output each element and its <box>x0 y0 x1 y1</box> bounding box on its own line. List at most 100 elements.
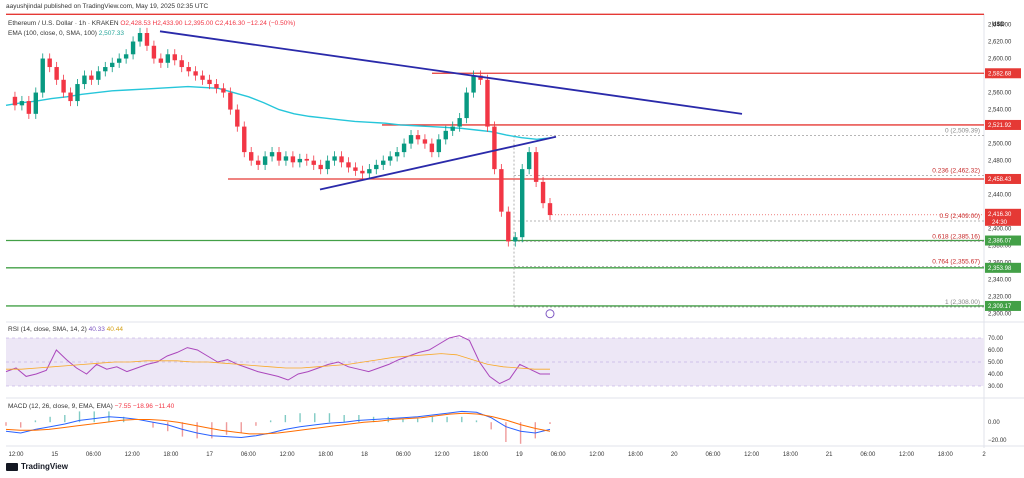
candle-bearish <box>193 71 198 76</box>
y-tick-label: 2,640.00 <box>988 23 1012 29</box>
x-tick-label: 18:00 <box>783 452 799 458</box>
fib-label: 1 (2,308.00) <box>945 299 980 306</box>
publisher-line: aayushjindal published on TradingView.co… <box>6 3 209 10</box>
candle-bearish <box>533 152 539 182</box>
candle-bullish <box>82 75 87 85</box>
y-tick-label: 2,320.00 <box>988 295 1012 301</box>
candle-bullish <box>401 143 407 153</box>
support-price-label: 2,353.98 <box>988 266 1012 272</box>
x-tick-label: 06:00 <box>705 452 721 458</box>
candle-bearish <box>429 143 435 153</box>
candle-bearish <box>158 58 164 63</box>
candle-bullish <box>471 75 476 93</box>
support-price-label: 2,309.17 <box>988 304 1012 310</box>
candle-bullish <box>464 92 469 119</box>
resistance-price-tag <box>985 68 1021 79</box>
candle-bearish <box>186 67 191 72</box>
candle-bearish <box>318 164 323 170</box>
candle-bullish <box>374 164 379 170</box>
currency-label: USD <box>992 22 1005 28</box>
candle-bullish <box>137 33 143 42</box>
candle-bullish <box>450 126 455 131</box>
x-tick-label: 06:00 <box>551 452 567 458</box>
candle-bullish <box>75 84 80 102</box>
x-tick-label: 12:00 <box>434 452 450 458</box>
rsi-ma-value: 40.44 <box>106 326 123 333</box>
y-tick-label: 2,480.00 <box>988 159 1012 165</box>
candle-bullish <box>513 237 518 242</box>
candle-bullish <box>262 156 268 165</box>
candle-bearish <box>276 152 282 161</box>
x-tick-label: 18:00 <box>318 452 334 458</box>
candle-bullish <box>103 67 108 72</box>
ema-legend[interactable]: EMA (100, close, 0, SMA, 100) 2,507.33 <box>8 30 124 37</box>
tradingview-logo[interactable]: TradingView <box>6 462 68 471</box>
macd-line <box>5 410 551 439</box>
candle-bearish <box>499 169 504 212</box>
ema-label: EMA (100, close, 0, SMA, 100) <box>8 30 97 37</box>
candle-bearish <box>242 126 247 153</box>
current-price-tag <box>985 208 1021 226</box>
candle-bullish <box>110 62 115 68</box>
x-tick-label: 20 <box>671 452 678 458</box>
x-tick-label: 18:00 <box>163 452 179 458</box>
x-tick-label: 12:00 <box>280 452 296 458</box>
support-price-tag <box>985 235 1021 246</box>
candle-bullish <box>443 130 448 140</box>
candle-bullish <box>116 58 122 63</box>
descending-trendline <box>159 30 743 115</box>
candle-bullish <box>394 152 400 157</box>
x-tick-label: 21 <box>826 452 833 458</box>
candle-bullish <box>19 101 25 106</box>
countdown-label: 24:30 <box>992 220 1008 226</box>
support-price-tag <box>985 262 1021 273</box>
support-price-label: 2,386.07 <box>988 239 1012 245</box>
event-marker-icon <box>545 309 555 319</box>
candle-bearish <box>540 181 546 204</box>
candle-bullish <box>457 118 462 127</box>
y-tick-label: 2,300.00 <box>988 312 1012 318</box>
candle-bullish <box>130 41 136 55</box>
candle-bearish <box>144 33 150 46</box>
candle-bearish <box>304 158 309 161</box>
y-tick-label: 2,440.00 <box>988 193 1012 199</box>
rsi-tick-label: 40.00 <box>988 372 1004 378</box>
signal-line <box>5 412 551 435</box>
x-tick-label: 12:00 <box>8 452 24 458</box>
resistance-price-label: 2,458.43 <box>988 177 1012 183</box>
x-tick-label: 19 <box>516 452 523 458</box>
y-tick-label: 2,380.00 <box>988 244 1012 250</box>
candle-bearish <box>353 167 358 171</box>
candle-bearish <box>485 79 490 127</box>
candle-bearish <box>339 156 344 163</box>
x-tick-label: 12:00 <box>125 452 141 458</box>
rsi-ma-line <box>6 353 550 370</box>
macd-legend[interactable]: MACD (12, 26, close, 9, EMA, EMA) −7.55 … <box>8 403 174 410</box>
candle-bearish <box>255 160 261 165</box>
x-tick-label: 15 <box>51 452 58 458</box>
rsi-legend[interactable]: RSI (14, close, SMA, 14, 2) 40.33 40.44 <box>8 326 123 333</box>
ohlc-values: O2,428.53 H2,433.90 L2,395.00 C2,416.30 … <box>120 20 296 27</box>
candle-bearish <box>478 75 483 80</box>
candle-bullish <box>325 160 330 170</box>
ema-value: 2,507.33 <box>98 30 124 37</box>
candle-bearish <box>47 58 52 68</box>
candle-bearish <box>179 60 184 68</box>
x-tick-label: 12:00 <box>744 452 760 458</box>
candle-bullish <box>520 169 525 238</box>
candle-bearish <box>311 160 316 165</box>
symbol-name: Ethereum / U.S. Dollar · 1h · KRAKEN <box>8 20 119 27</box>
y-tick-label: 2,400.00 <box>988 227 1012 233</box>
rsi-tick-label: 30.00 <box>988 384 1004 390</box>
support-price-tag <box>985 300 1021 311</box>
x-tick-label: 18:00 <box>938 452 954 458</box>
symbol-legend[interactable]: Ethereum / U.S. Dollar · 1h · KRAKEN O2,… <box>8 20 295 27</box>
current-price-label: 2,416.30 <box>988 212 1012 218</box>
candle-bearish <box>249 152 254 161</box>
x-tick-label: 18 <box>361 452 368 458</box>
y-tick-label: 2,540.00 <box>988 108 1012 114</box>
resistance-price-tag <box>985 119 1021 130</box>
rsi-tick-label: 70.00 <box>988 336 1004 342</box>
candle-bearish <box>61 79 66 93</box>
